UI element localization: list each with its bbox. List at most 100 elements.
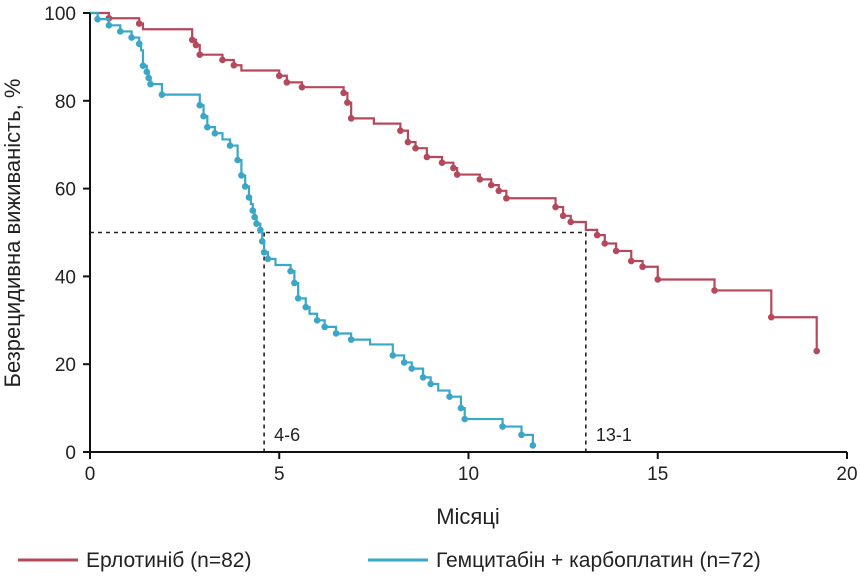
censor-mark: [400, 359, 408, 366]
censor-mark: [234, 156, 241, 164]
censor-mark: [453, 171, 461, 178]
x-tick-label: 0: [85, 464, 96, 485]
x-tick-label: 20: [836, 464, 857, 485]
censor-mark: [158, 91, 166, 98]
x-tick-label: 10: [458, 464, 479, 485]
censor-mark: [567, 218, 574, 226]
censor-mark: [499, 423, 506, 430]
censor-mark: [116, 28, 124, 35]
censor-mark: [627, 257, 635, 265]
censor-mark: [241, 183, 249, 190]
legend-item-gemcitabine-carboplatin: Гемцитабін + карбоплатин (n=72): [368, 549, 761, 572]
censor-mark: [287, 267, 294, 275]
censor-mark: [139, 62, 147, 69]
censor-mark: [559, 212, 567, 220]
censor-mark: [147, 80, 154, 88]
censor-mark: [135, 40, 143, 48]
censor-mark: [340, 89, 347, 97]
censor-mark: [552, 203, 559, 211]
censor-mark: [275, 72, 283, 80]
censor-mark: [258, 237, 266, 245]
censor-mark: [457, 404, 465, 412]
censor-mark: [332, 330, 340, 337]
y-tick-label: 40: [55, 267, 76, 288]
censor-mark: [639, 263, 646, 271]
censor-mark: [257, 226, 264, 234]
censor-mark: [347, 336, 355, 343]
censor-mark: [291, 279, 298, 287]
series-1: [90, 11, 537, 449]
legend-label-gemcitabine-carboplatin: Гемцитабін + карбоплатин (n=72): [436, 549, 761, 572]
legend-item-erlotinib: Ерлотиніб (n=82): [18, 549, 251, 572]
series-line-0: [90, 11, 818, 352]
censor-mark: [196, 51, 204, 59]
censor-mark: [344, 99, 351, 106]
censor-mark: [612, 247, 620, 255]
censor-mark: [135, 20, 143, 27]
series-line-1: [90, 11, 534, 446]
y-tick-label: 100: [44, 4, 76, 25]
censor-mark: [128, 34, 135, 41]
y-axis-title: Безрецидивна виживаність, %: [0, 79, 25, 388]
censor-mark: [419, 374, 427, 381]
censor-mark: [404, 138, 412, 146]
median-annotation-label: 13-1: [596, 425, 632, 445]
censor-mark: [192, 41, 200, 49]
censor-mark: [283, 79, 291, 86]
x-tick-label: 15: [647, 464, 668, 485]
censor-mark: [226, 142, 234, 149]
censor-mark: [321, 323, 328, 331]
censor-mark: [412, 144, 419, 152]
censor-mark: [423, 153, 431, 161]
censor-mark: [200, 112, 207, 120]
censor-mark: [294, 295, 302, 302]
y-tick-label: 0: [65, 443, 76, 464]
censor-mark: [476, 176, 484, 183]
censor-mark: [230, 61, 238, 69]
censor-mark: [389, 352, 397, 359]
axis-ticks: 0 5 10 15 20 0 20 40 60 80 100: [44, 4, 857, 485]
censor-mark: [253, 220, 260, 228]
legend: Ерлотиніб (n=82) Гемцитабін + карбоплати…: [18, 549, 761, 572]
y-tick-label: 60: [55, 180, 76, 201]
censor-mark: [94, 15, 101, 23]
censor-mark: [813, 347, 821, 355]
censor-mark: [260, 248, 268, 256]
censor-mark: [503, 194, 510, 202]
censor-mark: [251, 213, 258, 221]
censor-mark: [518, 431, 525, 439]
censor-mark: [601, 240, 609, 247]
annotations: 4-6 13-1: [274, 425, 632, 445]
censor-mark: [487, 181, 495, 189]
censor-mark: [768, 313, 775, 321]
x-tick-label: 5: [274, 464, 285, 485]
legend-label-erlotinib: Ерлотиніб (n=82): [86, 549, 251, 572]
censor-mark: [219, 56, 226, 64]
x-axis-title: Місяці: [436, 504, 500, 529]
censor-mark: [495, 187, 503, 195]
censor-mark: [446, 393, 453, 400]
censor-mark: [196, 101, 204, 109]
censor-mark: [302, 303, 310, 311]
median-annotation-label: 4-6: [274, 425, 300, 445]
censor-mark: [264, 255, 272, 263]
censor-mark: [529, 442, 537, 449]
y-tick-label: 20: [55, 355, 76, 376]
censor-mark: [105, 21, 113, 29]
y-tick-label: 80: [55, 92, 76, 113]
censor-mark: [450, 164, 457, 172]
series-0: [90, 11, 821, 355]
censor-mark: [461, 415, 469, 423]
censor-mark: [298, 83, 306, 91]
censor-mark: [593, 231, 601, 239]
censor-mark: [654, 276, 662, 283]
censor-mark: [238, 172, 245, 179]
censor-mark: [204, 123, 211, 131]
censor-mark: [347, 115, 355, 122]
series-layer: [90, 11, 821, 449]
reference-lines: [90, 231, 587, 452]
censor-mark: [711, 287, 718, 294]
censor-mark: [245, 194, 253, 201]
censor-mark: [211, 129, 219, 137]
